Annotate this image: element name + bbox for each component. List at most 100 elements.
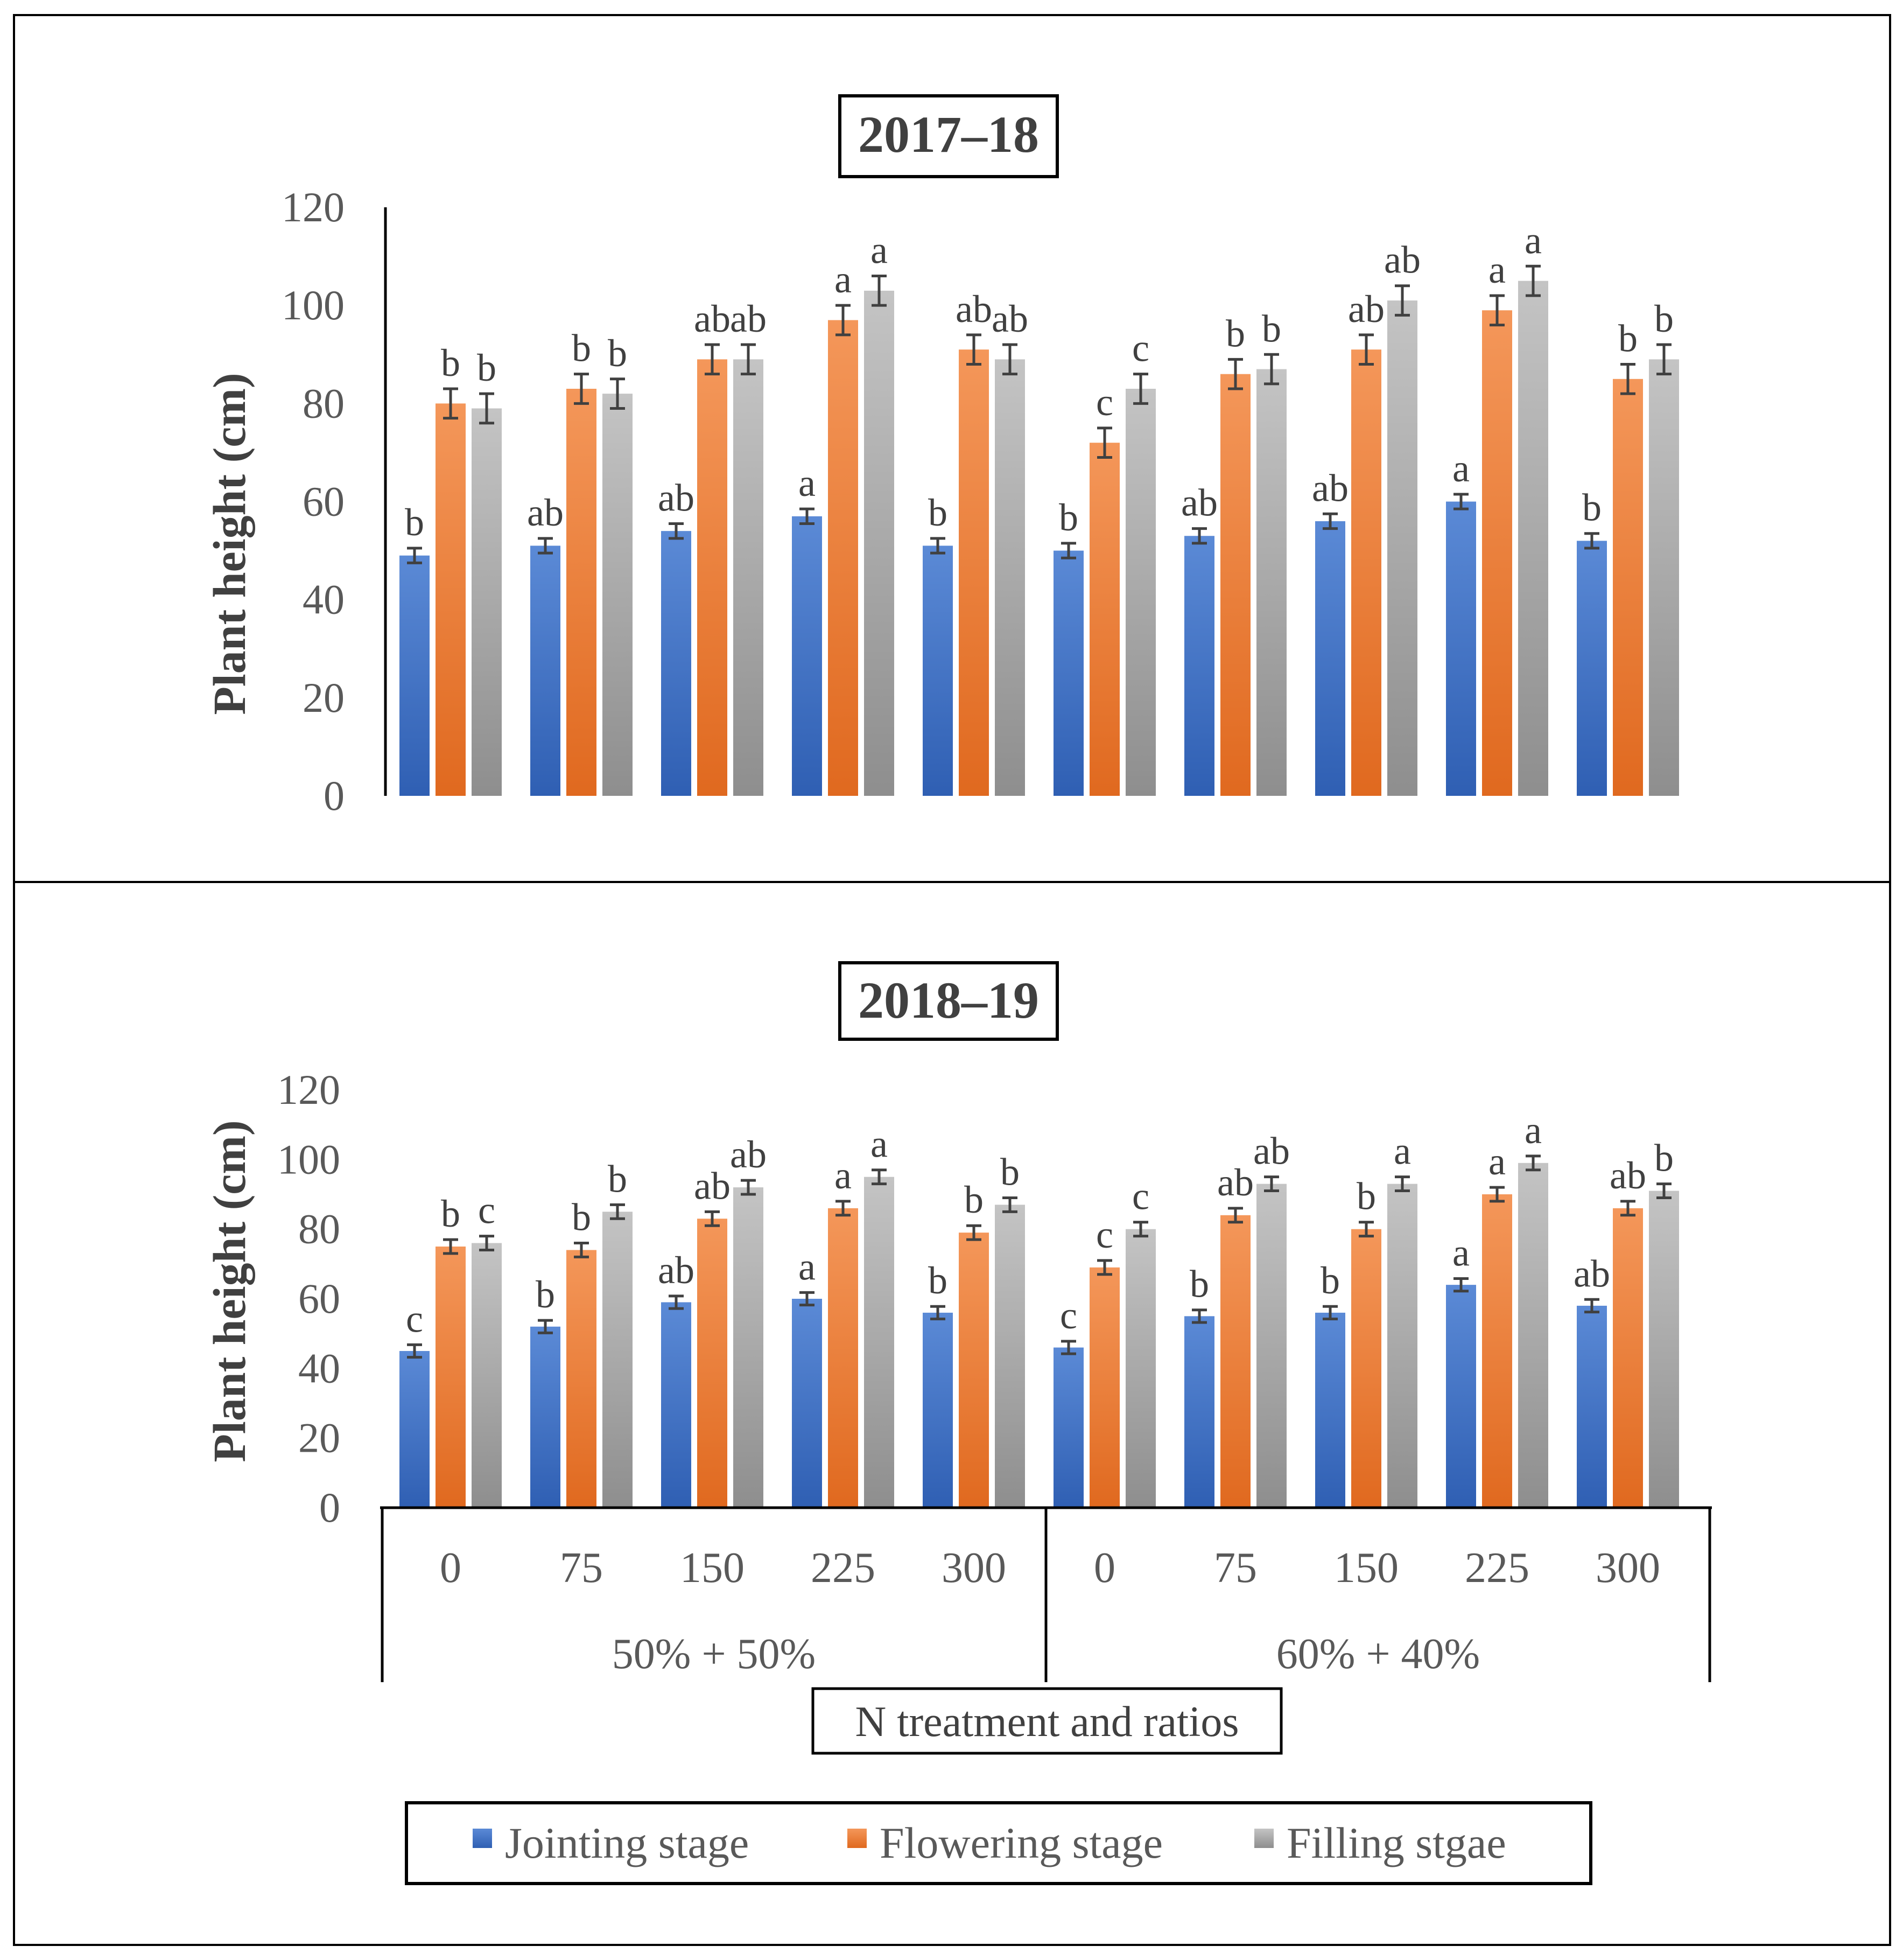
- bar-flowering: [1351, 1229, 1381, 1508]
- bar-filling: [864, 1177, 894, 1508]
- legend-swatch-flowering: [847, 1829, 867, 1848]
- significance-letter: ab: [1312, 466, 1349, 509]
- significance-letter: c: [1060, 1294, 1077, 1337]
- significance-letter: a: [798, 1245, 816, 1288]
- bar-filling: [1256, 369, 1287, 796]
- bar-flowering: [697, 1219, 727, 1508]
- y-tick-label: 100: [277, 1136, 340, 1182]
- bar-filling: [472, 408, 502, 796]
- bar-jointing: [1054, 550, 1084, 796]
- y-tick-label: 40: [298, 1345, 340, 1391]
- significance-letter: a: [1525, 219, 1542, 262]
- y-tick-label: 120: [282, 184, 345, 230]
- bar-flowering: [1613, 379, 1643, 796]
- bar-filling: [1126, 1229, 1156, 1508]
- bar-jointing: [1184, 1316, 1214, 1508]
- significance-letter: b: [1321, 1259, 1340, 1302]
- significance-letter: ab: [1348, 288, 1385, 331]
- significance-letter: ab: [1574, 1252, 1610, 1295]
- bar-jointing: [923, 1312, 953, 1508]
- significance-letter: a: [834, 1154, 852, 1197]
- significance-letter: c: [1096, 381, 1113, 424]
- bar-flowering: [959, 349, 989, 796]
- bar-flowering: [436, 1247, 466, 1508]
- x-category-label: 0: [1094, 1544, 1115, 1592]
- significance-letter: b: [1582, 486, 1602, 529]
- y-tick-label: 100: [282, 282, 345, 328]
- bar-jointing: [1577, 541, 1607, 796]
- bar-flowering: [959, 1233, 989, 1508]
- bar-filling: [1518, 1163, 1548, 1508]
- bar-filling: [733, 359, 763, 796]
- bar-flowering: [828, 320, 858, 796]
- significance-letter: b: [928, 1259, 947, 1302]
- legend-label-flowering: Flowering stage: [880, 1818, 1163, 1867]
- y-tick-labels: 0 20 40 60 80 100 120: [277, 1066, 340, 1531]
- x-group-label-1: 50% + 50%: [612, 1630, 816, 1678]
- bar-flowering: [1351, 349, 1381, 796]
- x-group-label-2: 60% + 40%: [1276, 1630, 1480, 1678]
- significance-letter: ab: [1253, 1130, 1290, 1173]
- bar-flowering: [828, 1208, 858, 1508]
- significance-letter: b: [536, 1273, 555, 1316]
- significance-letter: ab: [658, 1249, 694, 1292]
- significance-letter: ab: [956, 288, 992, 331]
- significance-letter: ab: [1181, 481, 1218, 524]
- significance-letter: b: [1059, 496, 1078, 539]
- bar-filling: [1649, 359, 1679, 796]
- y-tick-label: 20: [298, 1415, 340, 1461]
- y-tick-label: 60: [298, 1275, 340, 1322]
- significance-letter: b: [608, 332, 627, 375]
- y-tick-label: 80: [298, 1206, 340, 1252]
- bar-jointing: [923, 545, 953, 796]
- x-category-label: 75: [1214, 1544, 1257, 1592]
- bar-flowering: [1090, 1267, 1120, 1508]
- bar-jointing: [792, 1299, 822, 1508]
- significance-letter: b: [441, 341, 460, 384]
- bar-flowering: [1613, 1208, 1643, 1508]
- bar-jointing: [399, 1351, 430, 1508]
- significance-letter: b: [1000, 1150, 1020, 1193]
- bar-filling: [1387, 1184, 1417, 1508]
- bar-jointing: [530, 545, 560, 796]
- x-category-label: 300: [942, 1544, 1006, 1592]
- legend-label-filling: Filling stgae: [1287, 1818, 1506, 1867]
- x-category-label: 225: [811, 1544, 875, 1592]
- significance-letter: b: [928, 491, 947, 534]
- x-axis-title-box: [811, 1687, 1283, 1755]
- x-axis-title: N treatment and ratios: [855, 1698, 1239, 1746]
- y-tick-label: 120: [277, 1066, 340, 1113]
- significance-letter: a: [834, 258, 852, 301]
- chart-title: 2018–19: [858, 971, 1039, 1029]
- significance-letter: a: [870, 229, 888, 272]
- bar-jointing: [1315, 1312, 1345, 1508]
- x-category-label: 300: [1596, 1544, 1660, 1592]
- y-tick-label: 40: [303, 576, 345, 623]
- significance-letter: a: [798, 461, 816, 505]
- y-tick-labels: 0 20 40 60 80 100 120: [282, 184, 345, 819]
- bar-flowering: [697, 359, 727, 796]
- y-tick-label: 0: [324, 772, 345, 819]
- y-axis-label: Plant height (cm): [203, 373, 255, 715]
- significance-letter: a: [1452, 1231, 1470, 1274]
- bar-jointing: [792, 516, 822, 796]
- significance-letter: ab: [730, 1133, 767, 1176]
- chart-2018-19: 2018–19 Plant height (cm) 0 20 40 60 80 100 12…: [203, 961, 1679, 1531]
- bar-jointing: [661, 531, 691, 796]
- bar-jointing: [1446, 501, 1476, 796]
- bar-filling: [733, 1187, 763, 1508]
- significance-letter: ab: [992, 297, 1028, 340]
- bar-jointing: [399, 555, 430, 796]
- bar-jointing: [1054, 1347, 1084, 1508]
- bar-filling: [1649, 1191, 1679, 1508]
- y-tick-label: 20: [303, 674, 345, 721]
- bar-jointing: [1184, 536, 1214, 796]
- significance-letter: ab: [1217, 1161, 1254, 1204]
- significance-letter: ab: [1610, 1154, 1646, 1197]
- legend-label-jointing: Jointing stage: [505, 1818, 749, 1867]
- significance-letter: b: [1654, 1137, 1674, 1180]
- significance-letter: a: [1452, 447, 1470, 490]
- legend-swatch-jointing: [473, 1829, 492, 1848]
- bar-filling: [1387, 300, 1417, 796]
